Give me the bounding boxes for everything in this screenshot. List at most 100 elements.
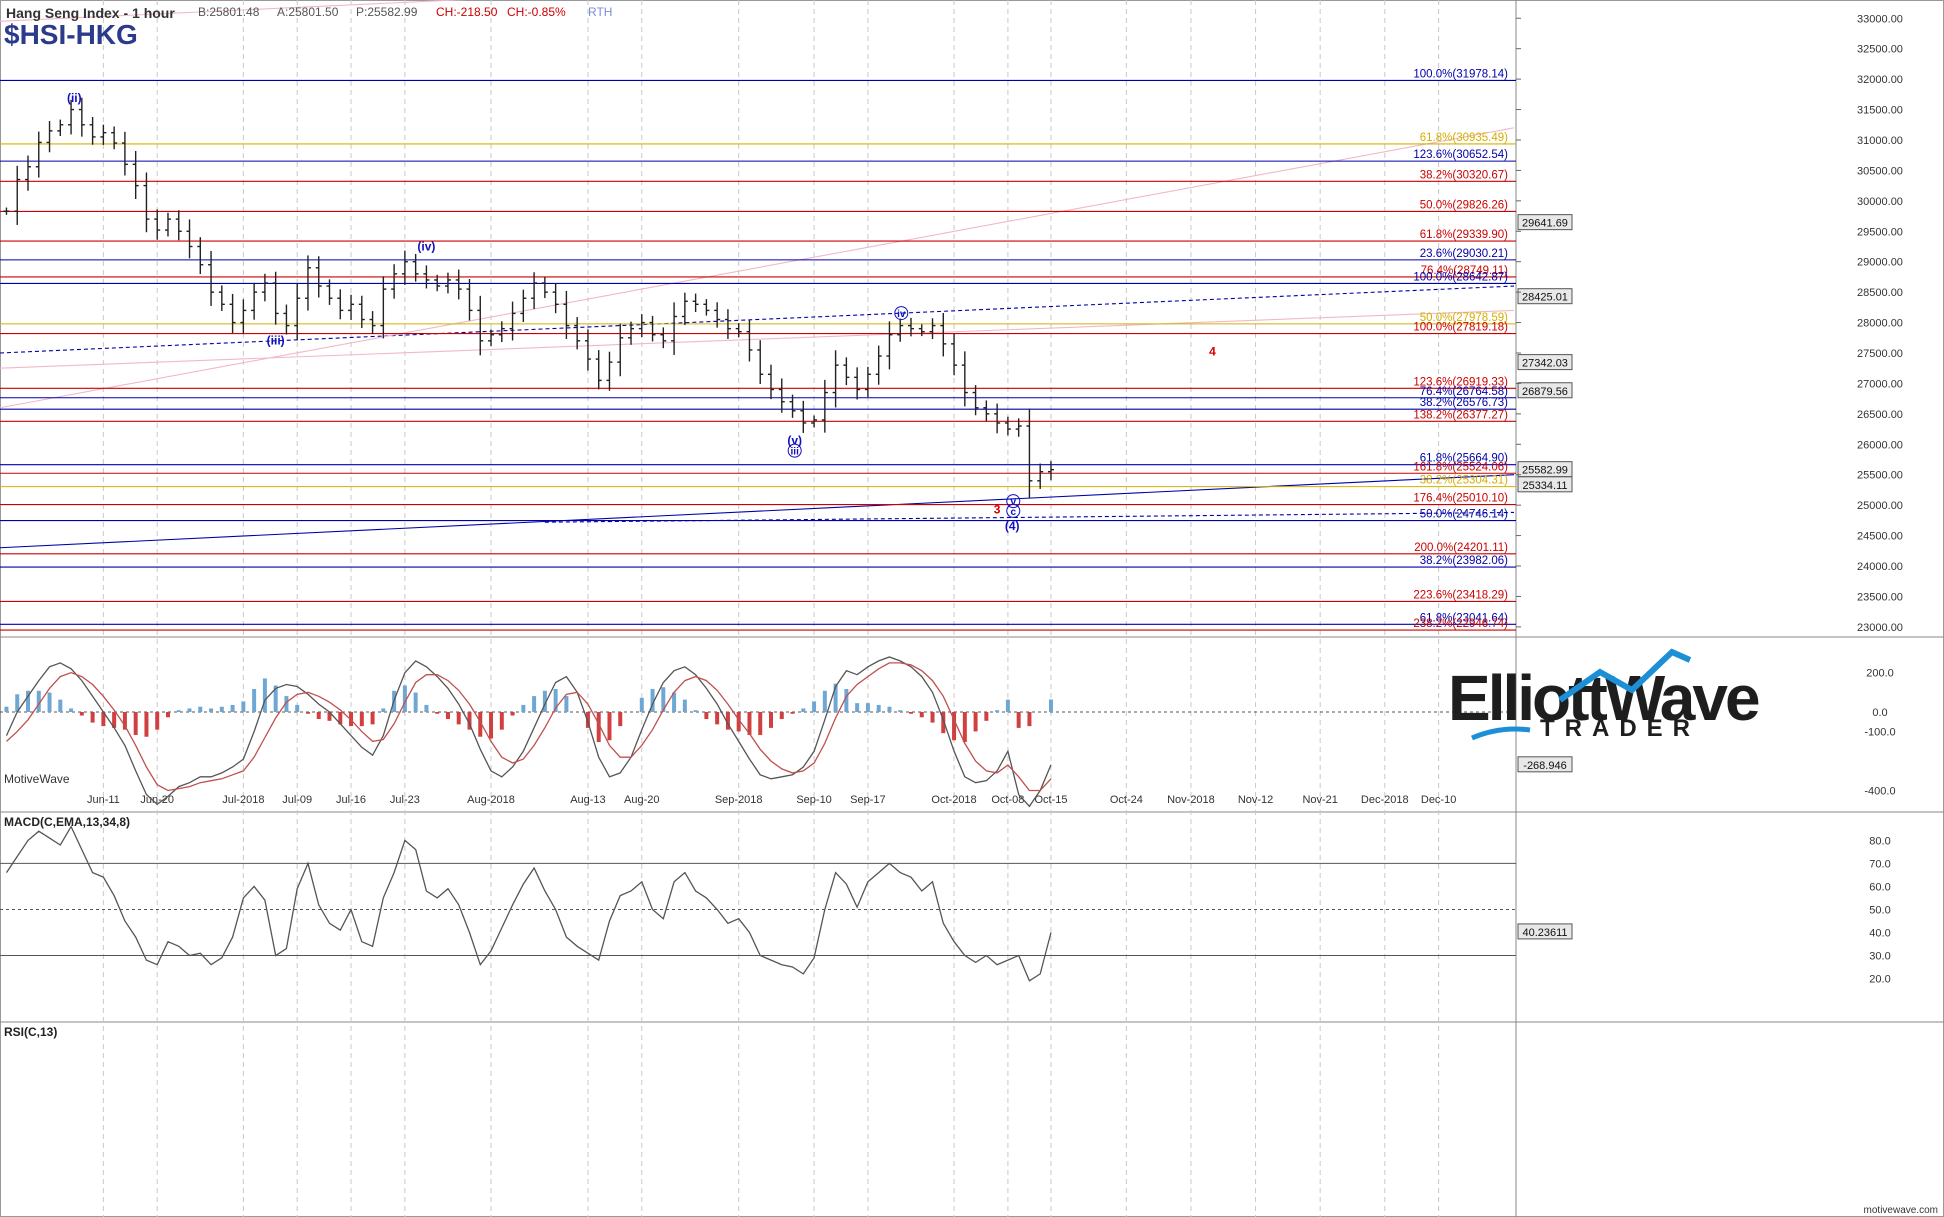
fib-label: 223.6%(23418.29): [1413, 589, 1508, 601]
time-label: Jul-23: [390, 794, 420, 806]
price-tick-label: 25000.00: [1857, 500, 1903, 512]
price-tick-label: 23000.00: [1857, 622, 1903, 634]
wave-label: c: [1011, 507, 1017, 518]
price-tick-label: 27000.00: [1857, 378, 1903, 390]
fib-label: 50.0%(29826.26): [1420, 199, 1508, 211]
macd-tick-label: 200.0: [1866, 668, 1894, 680]
fib-label: 61.8%(23041.64): [1420, 612, 1508, 624]
price-tick-label: 24000.00: [1857, 561, 1903, 573]
time-label: Oct-15: [1034, 794, 1067, 806]
logo-swoosh-icon: [1471, 726, 1531, 741]
wave-labels: (ii) (iii) (iv) (v)iii iv vc3 (4) 4: [67, 91, 1216, 533]
vertical-gridlines: [102, 0, 1440, 1217]
price-tags: 29641.69 28425.01 27342.03 26879.56 25582.99…: [1517, 214, 1573, 493]
time-label: Oct-24: [1110, 794, 1143, 806]
trendline: [0, 0, 468, 22]
price-tag-box: [1517, 382, 1573, 399]
brand-label: MotiveWave: [4, 772, 70, 786]
price-tick-label: 30500.00: [1857, 165, 1903, 177]
wave-label-circle: [894, 306, 909, 321]
price-tick-label: 32000.00: [1857, 74, 1903, 86]
price-tick-label: 24500.00: [1857, 531, 1903, 543]
logo-wave-icon: [1558, 648, 1692, 703]
time-label: Jul-16: [336, 794, 366, 806]
time-label: Jul-09: [282, 794, 312, 806]
time-label: Jun-11: [87, 794, 120, 806]
time-label: Dec-10: [1421, 794, 1456, 806]
price-tick-label: 28500.00: [1857, 287, 1903, 299]
wave-label-circle: [1006, 494, 1021, 509]
wave-label: v: [1011, 497, 1017, 508]
fibonacci-levels: 100.0%(31978.14) 61.8%(30935.49) 123.6%(30…: [0, 68, 1516, 631]
price-tick-label: 28000.00: [1857, 318, 1903, 330]
price-tick-label: 26500.00: [1857, 409, 1903, 421]
time-axis[interactable]: Jun-11 Jun-20 Jul-2018 Jul-09 Jul-16 Jul-23 Au…: [87, 794, 1456, 806]
elliottwave-trader-logo: ElliottWave TRADER: [1448, 648, 1762, 742]
wave-label: (iv): [417, 240, 435, 254]
rsi-tick-label: 20.0: [1869, 973, 1890, 985]
time-label: Nov-12: [1238, 794, 1273, 806]
price-tick-label: 31000.00: [1857, 135, 1903, 147]
wave-label: 3: [994, 503, 1001, 517]
fib-label: 161.8%(25524.06): [1413, 461, 1508, 473]
wave-label: 4: [1209, 344, 1216, 358]
wave-label: (iii): [267, 333, 285, 347]
wave-label-circle: [1006, 503, 1021, 518]
rsi-tick-label: 70.0: [1869, 858, 1890, 870]
price-tick-label: 31500.00: [1857, 105, 1903, 117]
time-label: Aug-2018: [467, 794, 515, 806]
rsi-value-label: 40.23611: [1522, 927, 1567, 939]
fib-label: 38.2%(30320.67): [1420, 169, 1508, 181]
fib-label: 61.8%(29339.90): [1420, 229, 1508, 241]
price-tag-box: [1517, 214, 1573, 231]
rsi-line: [5, 825, 1052, 982]
price-tag-label: 28425.01: [1522, 292, 1568, 304]
logo-text-sub: TRADER: [1540, 715, 1700, 742]
price-tag-box: [1517, 354, 1573, 371]
price-tick-label: 30000.00: [1857, 196, 1903, 208]
fib-label: 76.4%(28749.11): [1421, 265, 1509, 277]
fib-label: 61.8%(30935.49): [1420, 132, 1508, 144]
chart-header: Hang Seng Index - 1 hour B:25801.48 A:25…: [4, 5, 1938, 1216]
price-tag-label: 27342.03: [1522, 358, 1568, 370]
macd-panel: MACD(C,EMA,13,34,8) 200.0 0.0 -100.0 -400.0 -…: [0, 656, 1896, 829]
price-value: P:25582.99: [356, 5, 418, 19]
macd-line: [5, 656, 1052, 808]
time-label: Sep-10: [796, 794, 831, 806]
price-tag-label: 26879.56: [1522, 386, 1568, 398]
wave-label: iv: [897, 309, 906, 320]
rsi-tick-label: 50.0: [1869, 904, 1890, 916]
time-label: Sep-17: [850, 794, 885, 806]
trendline: [0, 127, 1515, 409]
price-tick-label: 25500.00: [1857, 470, 1903, 482]
trendlines: [0, 0, 1515, 549]
fib-label: 123.6%(30652.54): [1413, 149, 1508, 161]
macd-title: MACD(C,EMA,13,34,8): [4, 815, 130, 829]
fib-label: 238.2%(22946.74): [1413, 618, 1508, 630]
rsi-tick-label: 80.0: [1869, 835, 1890, 847]
footer-url: motivewave.com: [1864, 1205, 1938, 1216]
fib-label: 100.0%(28642.87): [1413, 271, 1508, 283]
time-label: Jul-2018: [222, 794, 264, 806]
fib-label: 50.0%(24746.14): [1420, 509, 1508, 521]
time-label: Aug-13: [570, 794, 605, 806]
fib-label: 50.0%(27978.59): [1420, 312, 1508, 324]
time-label: Nov-21: [1302, 794, 1337, 806]
trendline: [0, 285, 1515, 354]
chart-title: Hang Seng Index - 1 hour: [6, 5, 175, 21]
price-tag-label: 25334.11: [1522, 480, 1567, 492]
rsi-tick-label: 30.0: [1869, 950, 1890, 962]
price-tick-label: 27500.00: [1857, 348, 1903, 360]
bid-value: B:25801.48: [198, 5, 260, 19]
macd-tick-label: 0.0: [1872, 707, 1887, 719]
macd-value-label: -268.946: [1523, 760, 1566, 772]
change-pct-value: CH:-0.85%: [507, 5, 566, 19]
fib-label: 23.6%(29030.21): [1420, 248, 1508, 260]
price-axis[interactable]: 23000.00 23500.00 24000.00 24500.00 25000.00…: [1516, 13, 1903, 634]
fib-label: 38.2%(26576.73): [1420, 397, 1508, 409]
wave-label: iii: [791, 447, 800, 458]
signal-line: [6, 662, 1052, 792]
